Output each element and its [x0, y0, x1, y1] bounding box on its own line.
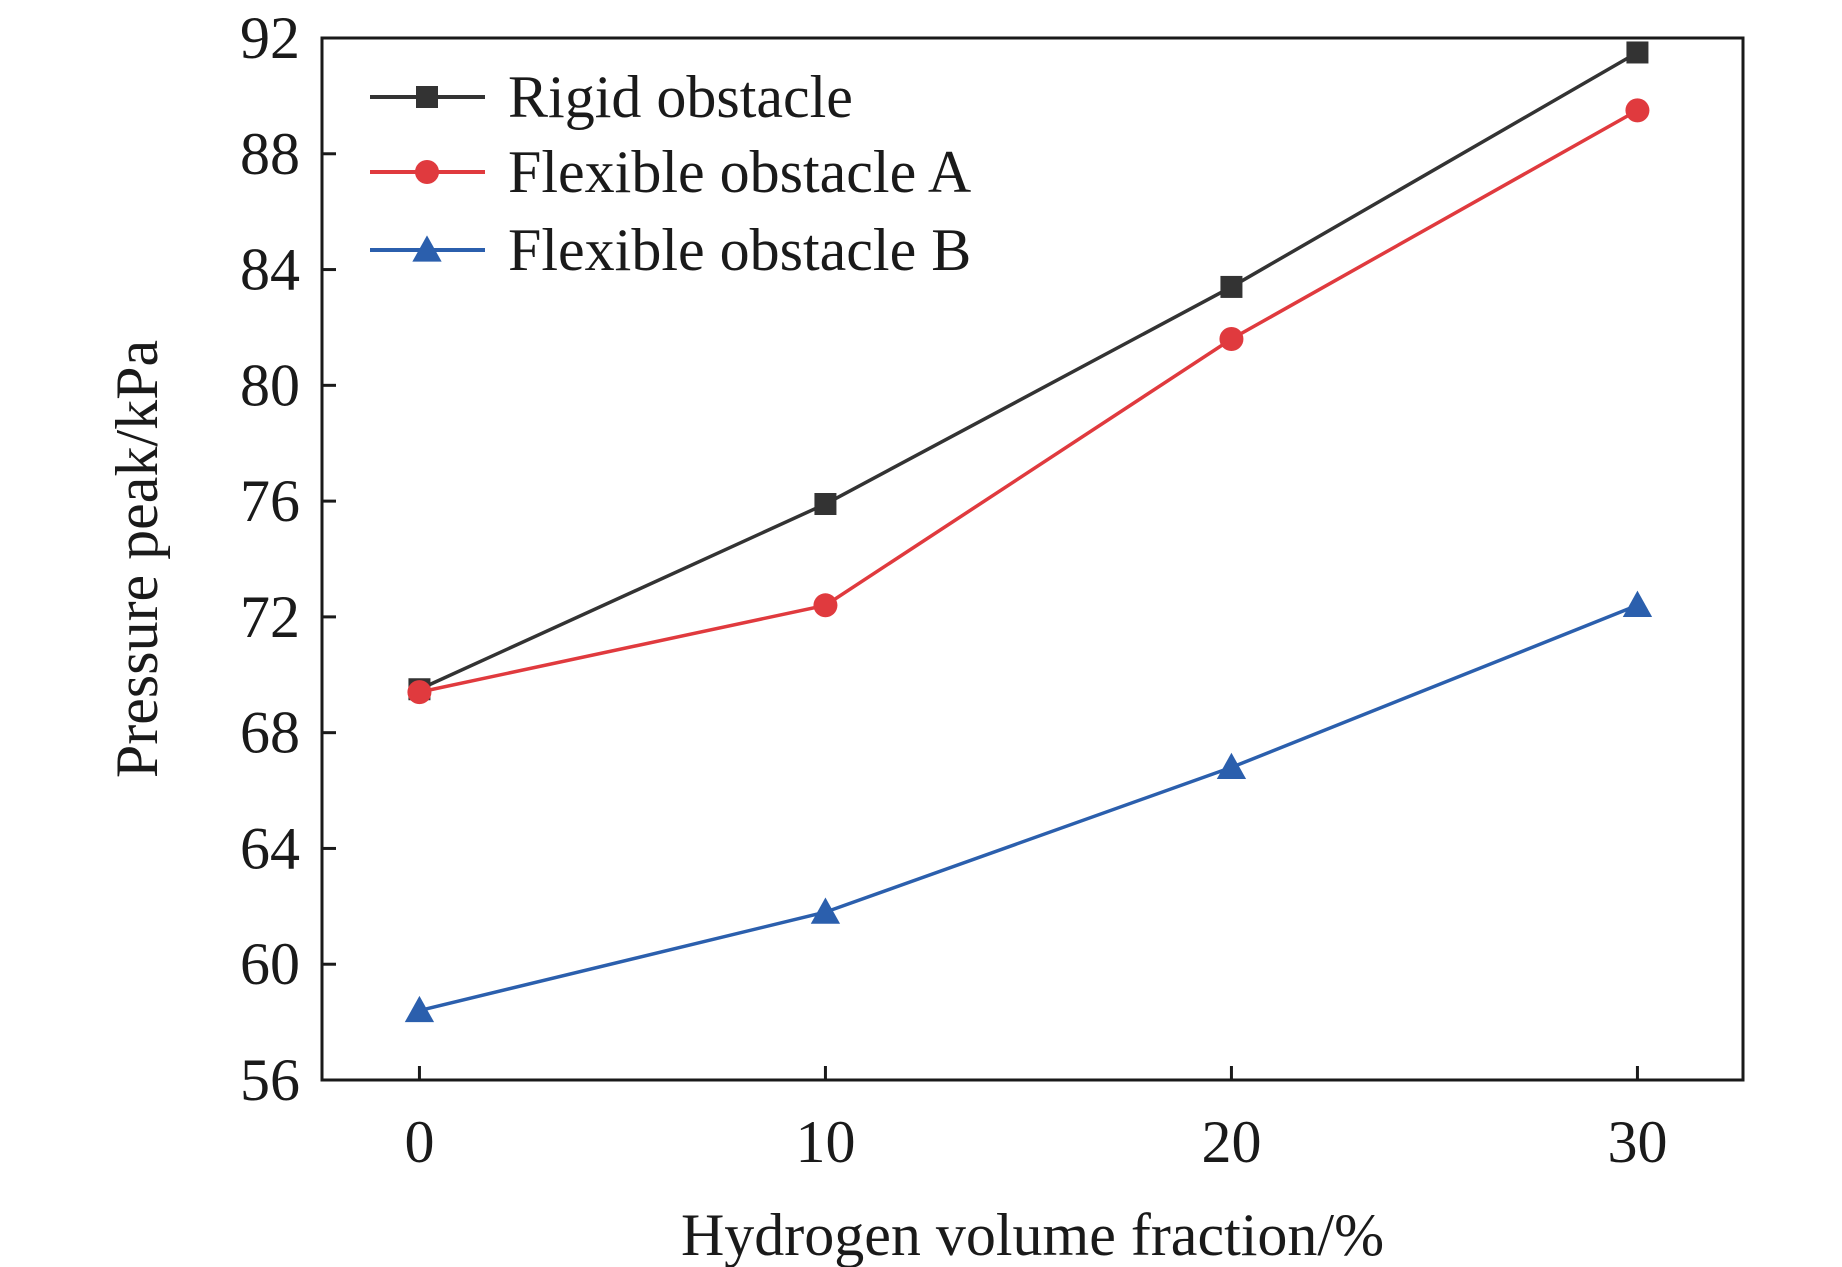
x-tick-label: 30: [1607, 1109, 1667, 1175]
series-3: [404, 590, 1653, 1023]
y-tick-label: 64: [240, 815, 300, 881]
y-axis-title: Pressure peak/kPa: [104, 340, 170, 778]
axes: [320, 36, 1745, 1082]
legend-item: Flexible obstacle A: [370, 139, 971, 205]
data-point-triangle: [810, 897, 841, 924]
legend-label: Rigid obstacle: [508, 64, 853, 130]
data-point-circle: [1625, 98, 1650, 123]
y-tick-label: 88: [240, 121, 300, 187]
data-point-triangle: [412, 235, 442, 262]
legend-label: Flexible obstacle B: [508, 217, 971, 283]
series-line: [418, 50, 1639, 691]
data-point-square: [416, 86, 438, 108]
series-line: [419, 108, 1639, 694]
y-tick-label: 80: [240, 352, 300, 418]
legend-label: Flexible obstacle A: [508, 139, 971, 205]
y-tick-label: 72: [240, 584, 300, 650]
x-tick-label: 0: [404, 1109, 434, 1175]
data-point-triangle: [404, 995, 435, 1023]
y-tick-label: 56: [240, 1047, 300, 1113]
data-point-circle: [415, 160, 439, 184]
y-tick-label: 92: [240, 5, 300, 71]
x-tick-label: 10: [795, 1109, 855, 1175]
x-tick-label: 20: [1201, 1109, 1261, 1175]
data-point-circle: [407, 680, 432, 705]
data-point-triangle: [1216, 752, 1247, 780]
plot-frame: [320, 36, 1745, 1082]
legend-item: Flexible obstacle B: [370, 217, 971, 283]
data-point-square: [814, 493, 837, 516]
y-tick-label: 76: [240, 468, 300, 534]
series-line: [419, 603, 1639, 1013]
y-tick-label: 84: [240, 237, 300, 303]
data-point-square: [1220, 275, 1243, 298]
y-axis-ticks: 56 60 64 68 72 76 80 84 88 92: [240, 5, 336, 1113]
legend: Rigid obstacle Flexible obstacle A Flexibl…: [370, 64, 971, 283]
data-point-triangle: [1622, 590, 1653, 617]
data-point-circle: [813, 593, 838, 618]
x-axis-title: Hydrogen volume fraction/%: [681, 1202, 1384, 1267]
y-tick-label: 60: [240, 931, 300, 997]
data-point-square: [1626, 41, 1649, 64]
series-2: [407, 98, 1650, 705]
data-point-circle: [1219, 327, 1244, 352]
x-axis-ticks: 0 10 20 30: [404, 1066, 1667, 1175]
legend-item: Rigid obstacle: [370, 64, 853, 130]
series-group: [404, 41, 1653, 1023]
y-tick-label: 68: [240, 700, 300, 766]
